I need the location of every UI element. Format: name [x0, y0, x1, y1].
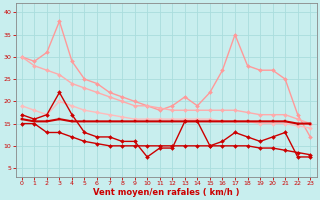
X-axis label: Vent moyen/en rafales ( km/h ): Vent moyen/en rafales ( km/h )	[93, 188, 239, 197]
